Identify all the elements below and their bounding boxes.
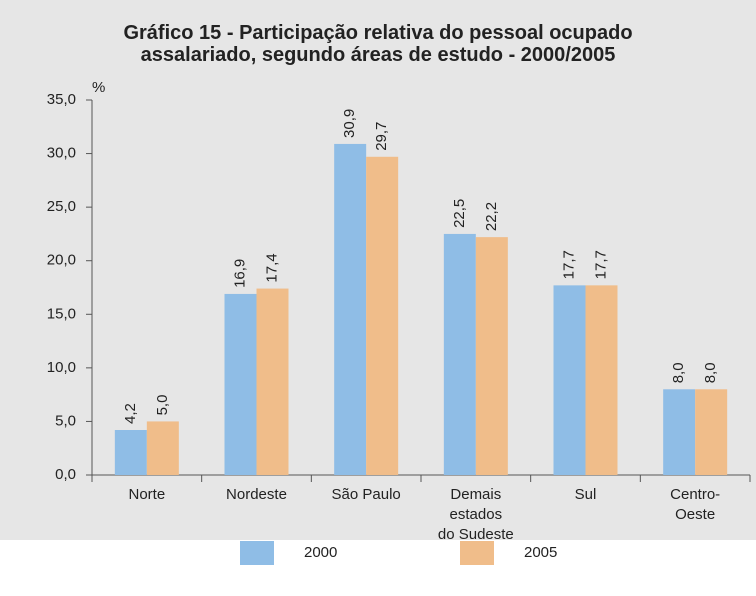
- y-tick-label: 30,0: [47, 145, 76, 162]
- y-tick-label: 15,0: [47, 305, 76, 322]
- legend-swatch: [240, 541, 274, 565]
- legend-label: 2000: [304, 544, 337, 561]
- y-tick-label: 0,0: [55, 466, 76, 483]
- value-label: 17,7: [592, 250, 609, 279]
- bar: [224, 293, 257, 475]
- value-label: 8,0: [702, 362, 719, 383]
- value-label: 22,5: [451, 199, 468, 228]
- value-label: 4,2: [122, 403, 139, 424]
- value-label: 5,0: [154, 395, 171, 416]
- bar: [366, 156, 399, 476]
- value-label: 22,2: [483, 202, 500, 231]
- x-tick-label: Sul: [574, 486, 597, 503]
- bar: [663, 389, 696, 475]
- value-label: 16,9: [231, 259, 248, 288]
- value-label: 17,7: [560, 250, 577, 279]
- y-tick-label: 35,0: [47, 91, 76, 108]
- x-tick-label: Norte: [128, 486, 166, 503]
- legend-label: 2005: [524, 544, 557, 561]
- bar: [475, 237, 508, 475]
- bar: [256, 288, 289, 475]
- y-tick-label: 10,0: [47, 359, 76, 376]
- bar: [585, 285, 618, 475]
- bar: [443, 233, 476, 475]
- value-label: 30,9: [341, 109, 358, 138]
- value-label: 29,7: [373, 122, 390, 151]
- bar: [146, 421, 179, 475]
- value-label: 8,0: [670, 362, 687, 383]
- y-tick-label: 25,0: [47, 198, 76, 215]
- x-tick-label: Centro- Oeste: [670, 486, 721, 523]
- y-tick-label: 5,0: [55, 412, 76, 429]
- y-tick-label: 20,0: [47, 252, 76, 269]
- bar: [553, 285, 586, 475]
- x-tick-label: São Paulo: [331, 486, 401, 503]
- value-label: 17,4: [263, 253, 280, 282]
- legend-swatch: [460, 541, 494, 565]
- bar: [114, 430, 147, 475]
- chart-title: Gráfico 15 - Participação relativa do pe…: [123, 22, 633, 66]
- x-tick-label: Nordeste: [226, 486, 287, 503]
- y-axis-label: %: [92, 79, 105, 96]
- bar: [334, 143, 367, 475]
- x-tick-label: Demais estados do Sudeste: [437, 486, 514, 543]
- bar: [695, 389, 728, 475]
